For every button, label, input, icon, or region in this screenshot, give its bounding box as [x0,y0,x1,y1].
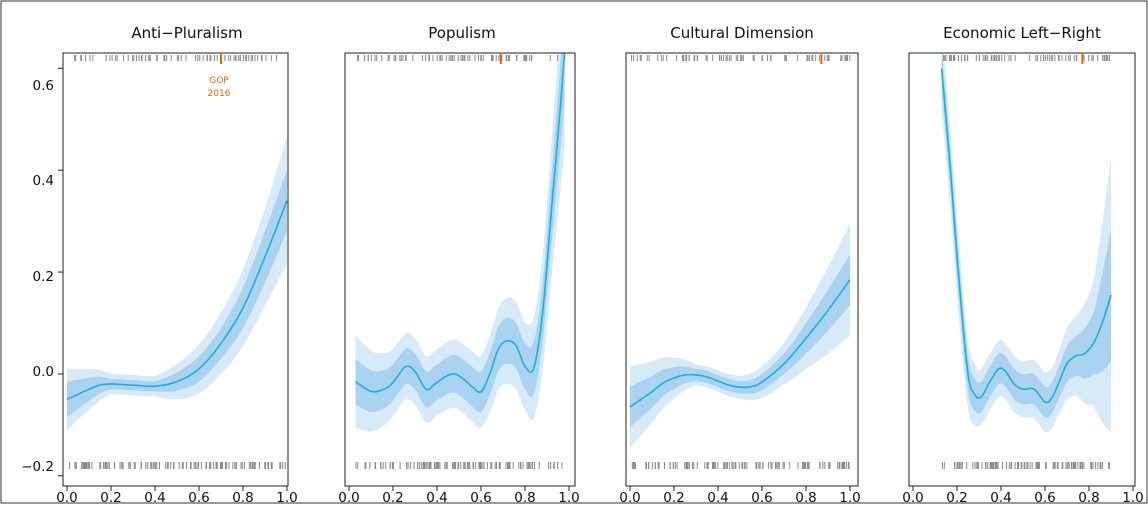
annotation-line-1: GOP [209,76,229,86]
y-tick-label: 0.4 [33,173,54,189]
panel-frame [62,52,289,487]
x-tick-label: 0.8 [795,490,816,504]
rug-bottom [631,462,850,469]
x-tick-label: 0.4 [990,490,1011,504]
panel-title: Anti−Pluralism [131,24,242,42]
panel-title: Populism [428,24,495,42]
panel-title: Economic Left−Right [943,24,1101,42]
confidence-band-outer [941,53,1111,433]
fitted-line [66,200,288,401]
x-tick-label: 0.2 [382,490,403,504]
x-tick-label: 0.2 [100,490,121,504]
x-tick-label: 0.2 [663,490,684,504]
annotation-line-2: 2016 [208,89,231,99]
confidence-band-inner [630,254,850,428]
y-axis: −0.2 0.0 0.2 0.4 0.6 [21,78,54,475]
x-tick-label: 0.8 [514,490,535,504]
gop-2016-annotation: GOP 2016 [208,76,231,99]
x-tick-label: 0.6 [1034,490,1055,504]
x-tick-label: 0.8 [1078,490,1099,504]
y-tick-label: 0.0 [33,364,54,380]
rug-bottom [69,462,286,469]
x-tick-label: 1.0 [839,490,860,504]
confidence-band-outer [67,137,287,430]
plot-area [355,53,566,432]
fitted-line [355,53,566,393]
panel-frame [625,52,859,487]
rug-bottom [355,462,563,469]
x-tick-label: 0.4 [707,490,728,504]
x-tick-label: 0.0 [902,490,923,504]
y-tick-label: −0.2 [21,459,54,475]
x-tick-label: 1.0 [1122,490,1143,504]
x-tick-label: 0.4 [426,490,447,504]
x-tick-label: 0.0 [619,490,640,504]
x-tick-label: 1.0 [558,490,579,504]
rug-top [74,55,278,61]
panel-economic-left-right: Economic Left−Right 0.0 0.2 0.4 0.6 0.8 1.0 [902,24,1143,506]
panel-frame [344,52,576,487]
panel-cultural-dimension: Cultural Dimension 0.0 0.2 0.4 0.6 0.8 1.0 [619,24,860,506]
fitted-line [629,279,851,408]
fitted-line [940,68,1112,404]
x-tick-label: 0.4 [144,490,165,504]
panel-populism: Populism 0.0 0.2 0.4 0.6 0.8 1.0 [338,24,579,506]
x-tick-label: 1.0 [276,490,297,504]
rug-bottom [941,462,1110,469]
x-tick-label: 0.0 [338,490,359,504]
x-tick-label: 0.2 [946,490,967,504]
panel-anti-pluralism: Anti−Pluralism 0.0 0.2 0.4 0.6 0.8 1.0 [56,24,297,506]
plot-area [940,53,1112,433]
rug-top [356,55,558,61]
rug-top [631,55,851,61]
x-tick-label: 0.0 [56,490,77,504]
x-tick-label: 0.6 [470,490,491,504]
y-tick-label: 0.2 [33,269,54,285]
confidence-band-inner [67,170,287,418]
confidence-band-inner [355,53,565,413]
panel-frame [908,52,1136,487]
x-tick-label: 0.8 [232,490,253,504]
plot-area [66,137,288,430]
y-tick-label: 0.6 [33,78,54,94]
x-tick-label: 0.6 [188,490,209,504]
rug-top [943,55,1110,61]
x-tick-label: 0.6 [751,490,772,504]
panel-title: Cultural Dimension [670,24,814,42]
plot-area [629,223,851,448]
